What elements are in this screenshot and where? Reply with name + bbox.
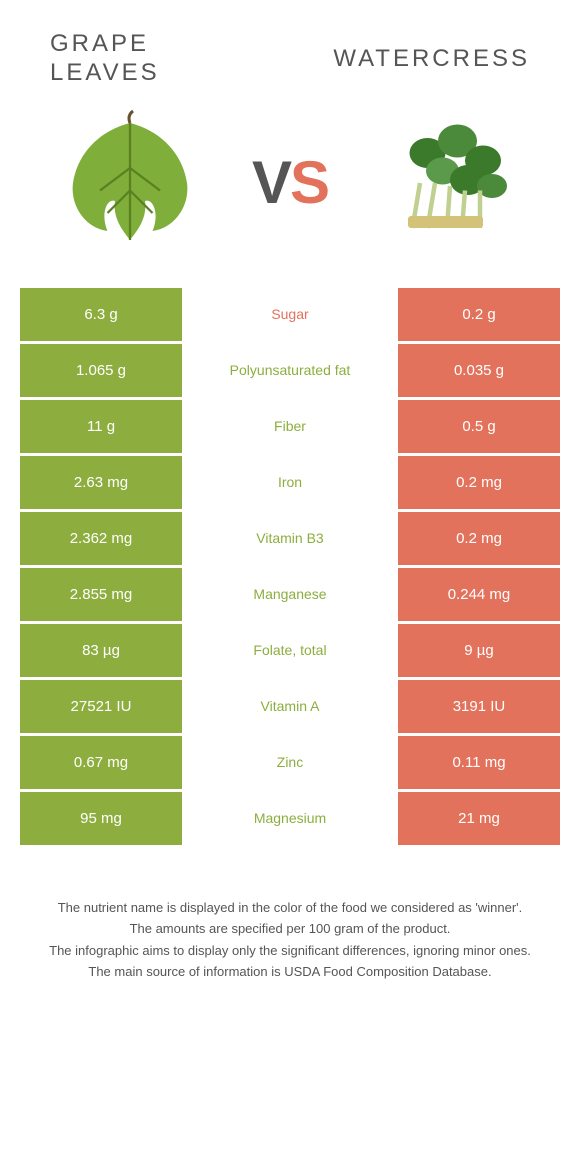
cell-right-value: 0.2 mg xyxy=(395,456,560,509)
cell-left-value: 2.362 mg xyxy=(20,512,185,565)
food-left-line1: GRAPE xyxy=(50,30,149,57)
cell-nutrient-label: Polyunsaturated fat xyxy=(185,344,395,397)
watercress-icon xyxy=(370,103,530,263)
table-row: 2.855 mgManganese0.244 mg xyxy=(20,568,560,624)
food-title-right: WATERCRESS xyxy=(333,30,530,88)
cell-left-value: 0.67 mg xyxy=(20,736,185,789)
cell-right-value: 9 µg xyxy=(395,624,560,677)
cell-left-value: 6.3 g xyxy=(20,288,185,341)
cell-nutrient-label: Manganese xyxy=(185,568,395,621)
cell-nutrient-label: Iron xyxy=(185,456,395,509)
cell-nutrient-label: Vitamin B3 xyxy=(185,512,395,565)
footnote-line: The infographic aims to display only the… xyxy=(35,941,545,961)
table-row: 6.3 gSugar0.2 g xyxy=(20,288,560,344)
cell-right-value: 0.11 mg xyxy=(395,736,560,789)
food-title-left: GRAPE LEAVES xyxy=(50,30,160,88)
vs-label: VS xyxy=(252,148,328,217)
table-row: 95 mgMagnesium21 mg xyxy=(20,792,560,848)
infographic: GRAPE LEAVES WATERCRESS VS xyxy=(0,0,580,1004)
table-row: 2.362 mgVitamin B30.2 mg xyxy=(20,512,560,568)
cell-nutrient-label: Fiber xyxy=(185,400,395,453)
cell-nutrient-label: Vitamin A xyxy=(185,680,395,733)
cell-right-value: 0.2 mg xyxy=(395,512,560,565)
cell-nutrient-label: Magnesium xyxy=(185,792,395,845)
table-row: 0.67 mgZinc0.11 mg xyxy=(20,736,560,792)
cell-nutrient-label: Sugar xyxy=(185,288,395,341)
images-row: VS xyxy=(0,98,580,288)
cell-right-value: 0.5 g xyxy=(395,400,560,453)
cell-left-value: 1.065 g xyxy=(20,344,185,397)
header: GRAPE LEAVES WATERCRESS xyxy=(0,0,580,98)
table-row: 1.065 gPolyunsaturated fat0.035 g xyxy=(20,344,560,400)
cell-left-value: 83 µg xyxy=(20,624,185,677)
cell-left-value: 11 g xyxy=(20,400,185,453)
table-row: 11 gFiber0.5 g xyxy=(20,400,560,456)
grape-leaf-icon xyxy=(50,103,210,263)
cell-right-value: 0.035 g xyxy=(395,344,560,397)
cell-nutrient-label: Folate, total xyxy=(185,624,395,677)
table-row: 27521 IUVitamin A3191 IU xyxy=(20,680,560,736)
table-row: 83 µgFolate, total9 µg xyxy=(20,624,560,680)
cell-nutrient-label: Zinc xyxy=(185,736,395,789)
food-left-line2: LEAVES xyxy=(50,59,160,86)
footnote-line: The amounts are specified per 100 gram o… xyxy=(35,919,545,939)
table-row: 2.63 mgIron0.2 mg xyxy=(20,456,560,512)
cell-right-value: 3191 IU xyxy=(395,680,560,733)
cell-right-value: 0.2 g xyxy=(395,288,560,341)
footnote-line: The main source of information is USDA F… xyxy=(35,962,545,982)
footnotes: The nutrient name is displayed in the co… xyxy=(0,848,580,1004)
cell-left-value: 95 mg xyxy=(20,792,185,845)
footnote-line: The nutrient name is displayed in the co… xyxy=(35,898,545,918)
cell-right-value: 21 mg xyxy=(395,792,560,845)
cell-left-value: 27521 IU xyxy=(20,680,185,733)
comparison-table: 6.3 gSugar0.2 g1.065 gPolyunsaturated fa… xyxy=(20,288,560,848)
cell-left-value: 2.63 mg xyxy=(20,456,185,509)
cell-right-value: 0.244 mg xyxy=(395,568,560,621)
food-right-name: WATERCRESS xyxy=(333,45,530,72)
cell-left-value: 2.855 mg xyxy=(20,568,185,621)
